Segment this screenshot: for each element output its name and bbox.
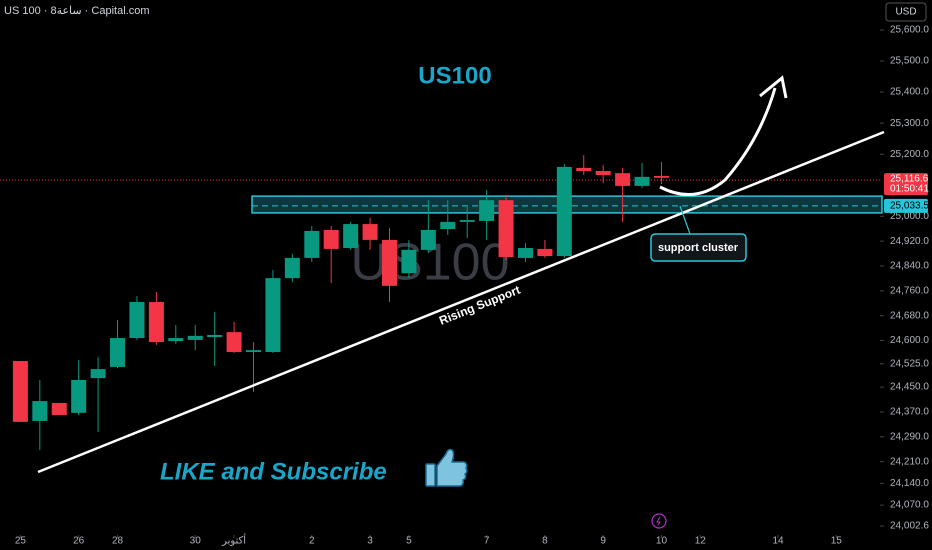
y-tick-label: 24,525.0 — [890, 358, 929, 369]
candle-body — [187, 335, 203, 340]
last-price-badge — [884, 173, 928, 196]
x-tick-label: 25 — [15, 536, 27, 547]
candle-body — [90, 369, 106, 379]
x-tick-label: 3 — [367, 536, 373, 547]
candle-body — [71, 379, 87, 413]
x-tick-label: 8 — [542, 536, 548, 547]
rising-support-line — [37, 130, 885, 474]
candle-body — [32, 401, 48, 421]
zone-price-label: 25,033.5 — [890, 201, 929, 212]
y-tick-label: 24,450.0 — [890, 382, 929, 393]
candle-body — [517, 247, 533, 258]
y-tick-label: 24,370.0 — [890, 407, 929, 418]
y-tick-label: 25,500.0 — [890, 56, 929, 67]
candle-body — [246, 350, 262, 353]
y-tick-label: 25,200.0 — [890, 149, 929, 160]
y-tick-label: 24,002.6 — [890, 521, 929, 532]
candle-body — [537, 248, 553, 257]
x-tick-label: 14 — [772, 536, 784, 547]
replay-icon[interactable] — [651, 513, 667, 529]
candle-body — [440, 221, 456, 230]
x-tick-label: 26 — [73, 536, 85, 547]
y-tick-label: 24,680.0 — [890, 310, 929, 321]
candle-body — [420, 229, 436, 250]
candle-body — [12, 361, 28, 422]
y-tick-label: 25,400.0 — [890, 87, 929, 98]
zone-price-badge — [884, 198, 928, 213]
candle-body — [265, 278, 281, 353]
candle-body — [556, 166, 572, 257]
candle-body — [634, 176, 650, 186]
candle-body — [362, 224, 378, 240]
y-tick-label: 24,210.0 — [890, 456, 929, 467]
candle-body — [401, 249, 417, 274]
x-tick-label: 9 — [600, 536, 606, 547]
candle-body — [323, 229, 339, 249]
y-tick-label: 24,920.0 — [890, 236, 929, 247]
candle-body — [615, 173, 631, 186]
currency-label[interactable]: USD — [895, 7, 916, 18]
x-tick-label: 5 — [406, 536, 412, 547]
currency-button[interactable] — [885, 2, 927, 22]
candle-body — [343, 224, 359, 248]
arrow-head — [759, 75, 788, 99]
x-tick-label: 30 — [190, 536, 202, 547]
countdown-label: 01:50:41 — [890, 184, 929, 195]
x-tick-label: 28 — [112, 536, 124, 547]
y-tick-label: 24,070.0 — [890, 500, 929, 511]
x-tick-label: 12 — [695, 536, 707, 547]
x-tick-label: 10 — [656, 536, 668, 547]
y-tick-label: 24,760.0 — [890, 285, 929, 296]
x-tick-label: أكتوبر — [221, 534, 246, 547]
y-tick-label: 24,840.0 — [890, 261, 929, 272]
candle-body — [595, 170, 611, 176]
projection-arrow — [659, 87, 777, 197]
candle-body — [498, 200, 514, 257]
candle-body — [148, 302, 164, 343]
y-tick-label: 24,600.0 — [890, 335, 929, 346]
callout-label: support cluster — [658, 242, 739, 254]
candle-body — [653, 175, 669, 178]
x-tick-label: 7 — [484, 536, 490, 547]
y-tick-label: 24,290.0 — [890, 431, 929, 442]
y-tick-label: 25,300.0 — [890, 118, 929, 129]
x-tick-label: 15 — [831, 536, 843, 547]
y-tick-label: 24,140.0 — [890, 478, 929, 489]
footer-text: LIKE and Subscribe — [160, 458, 387, 485]
candle-body — [576, 167, 592, 171]
candle-body — [168, 338, 184, 342]
thumbs-up-icon — [425, 448, 468, 487]
symbol-header: US 100 · 8ساعة · Capital.com — [4, 5, 149, 17]
candle-body — [51, 402, 67, 416]
candle-body — [226, 332, 242, 353]
y-tick-label: 25,000.0 — [890, 211, 929, 222]
chart-title: US100 — [418, 62, 491, 89]
candle-body — [479, 200, 495, 221]
x-tick-label: 2 — [309, 536, 315, 547]
candle-body — [381, 239, 397, 286]
candle-body — [207, 334, 223, 338]
y-tick-label: 25,600.0 — [890, 25, 929, 36]
candle-body — [129, 302, 145, 339]
candle-body — [459, 220, 475, 222]
callout-pointer — [679, 205, 691, 235]
callout-box — [650, 233, 747, 262]
candle-body — [110, 338, 126, 367]
candle-body — [284, 257, 300, 279]
candle-body — [304, 230, 320, 258]
last-price-label: 25,116.6 — [890, 174, 929, 185]
